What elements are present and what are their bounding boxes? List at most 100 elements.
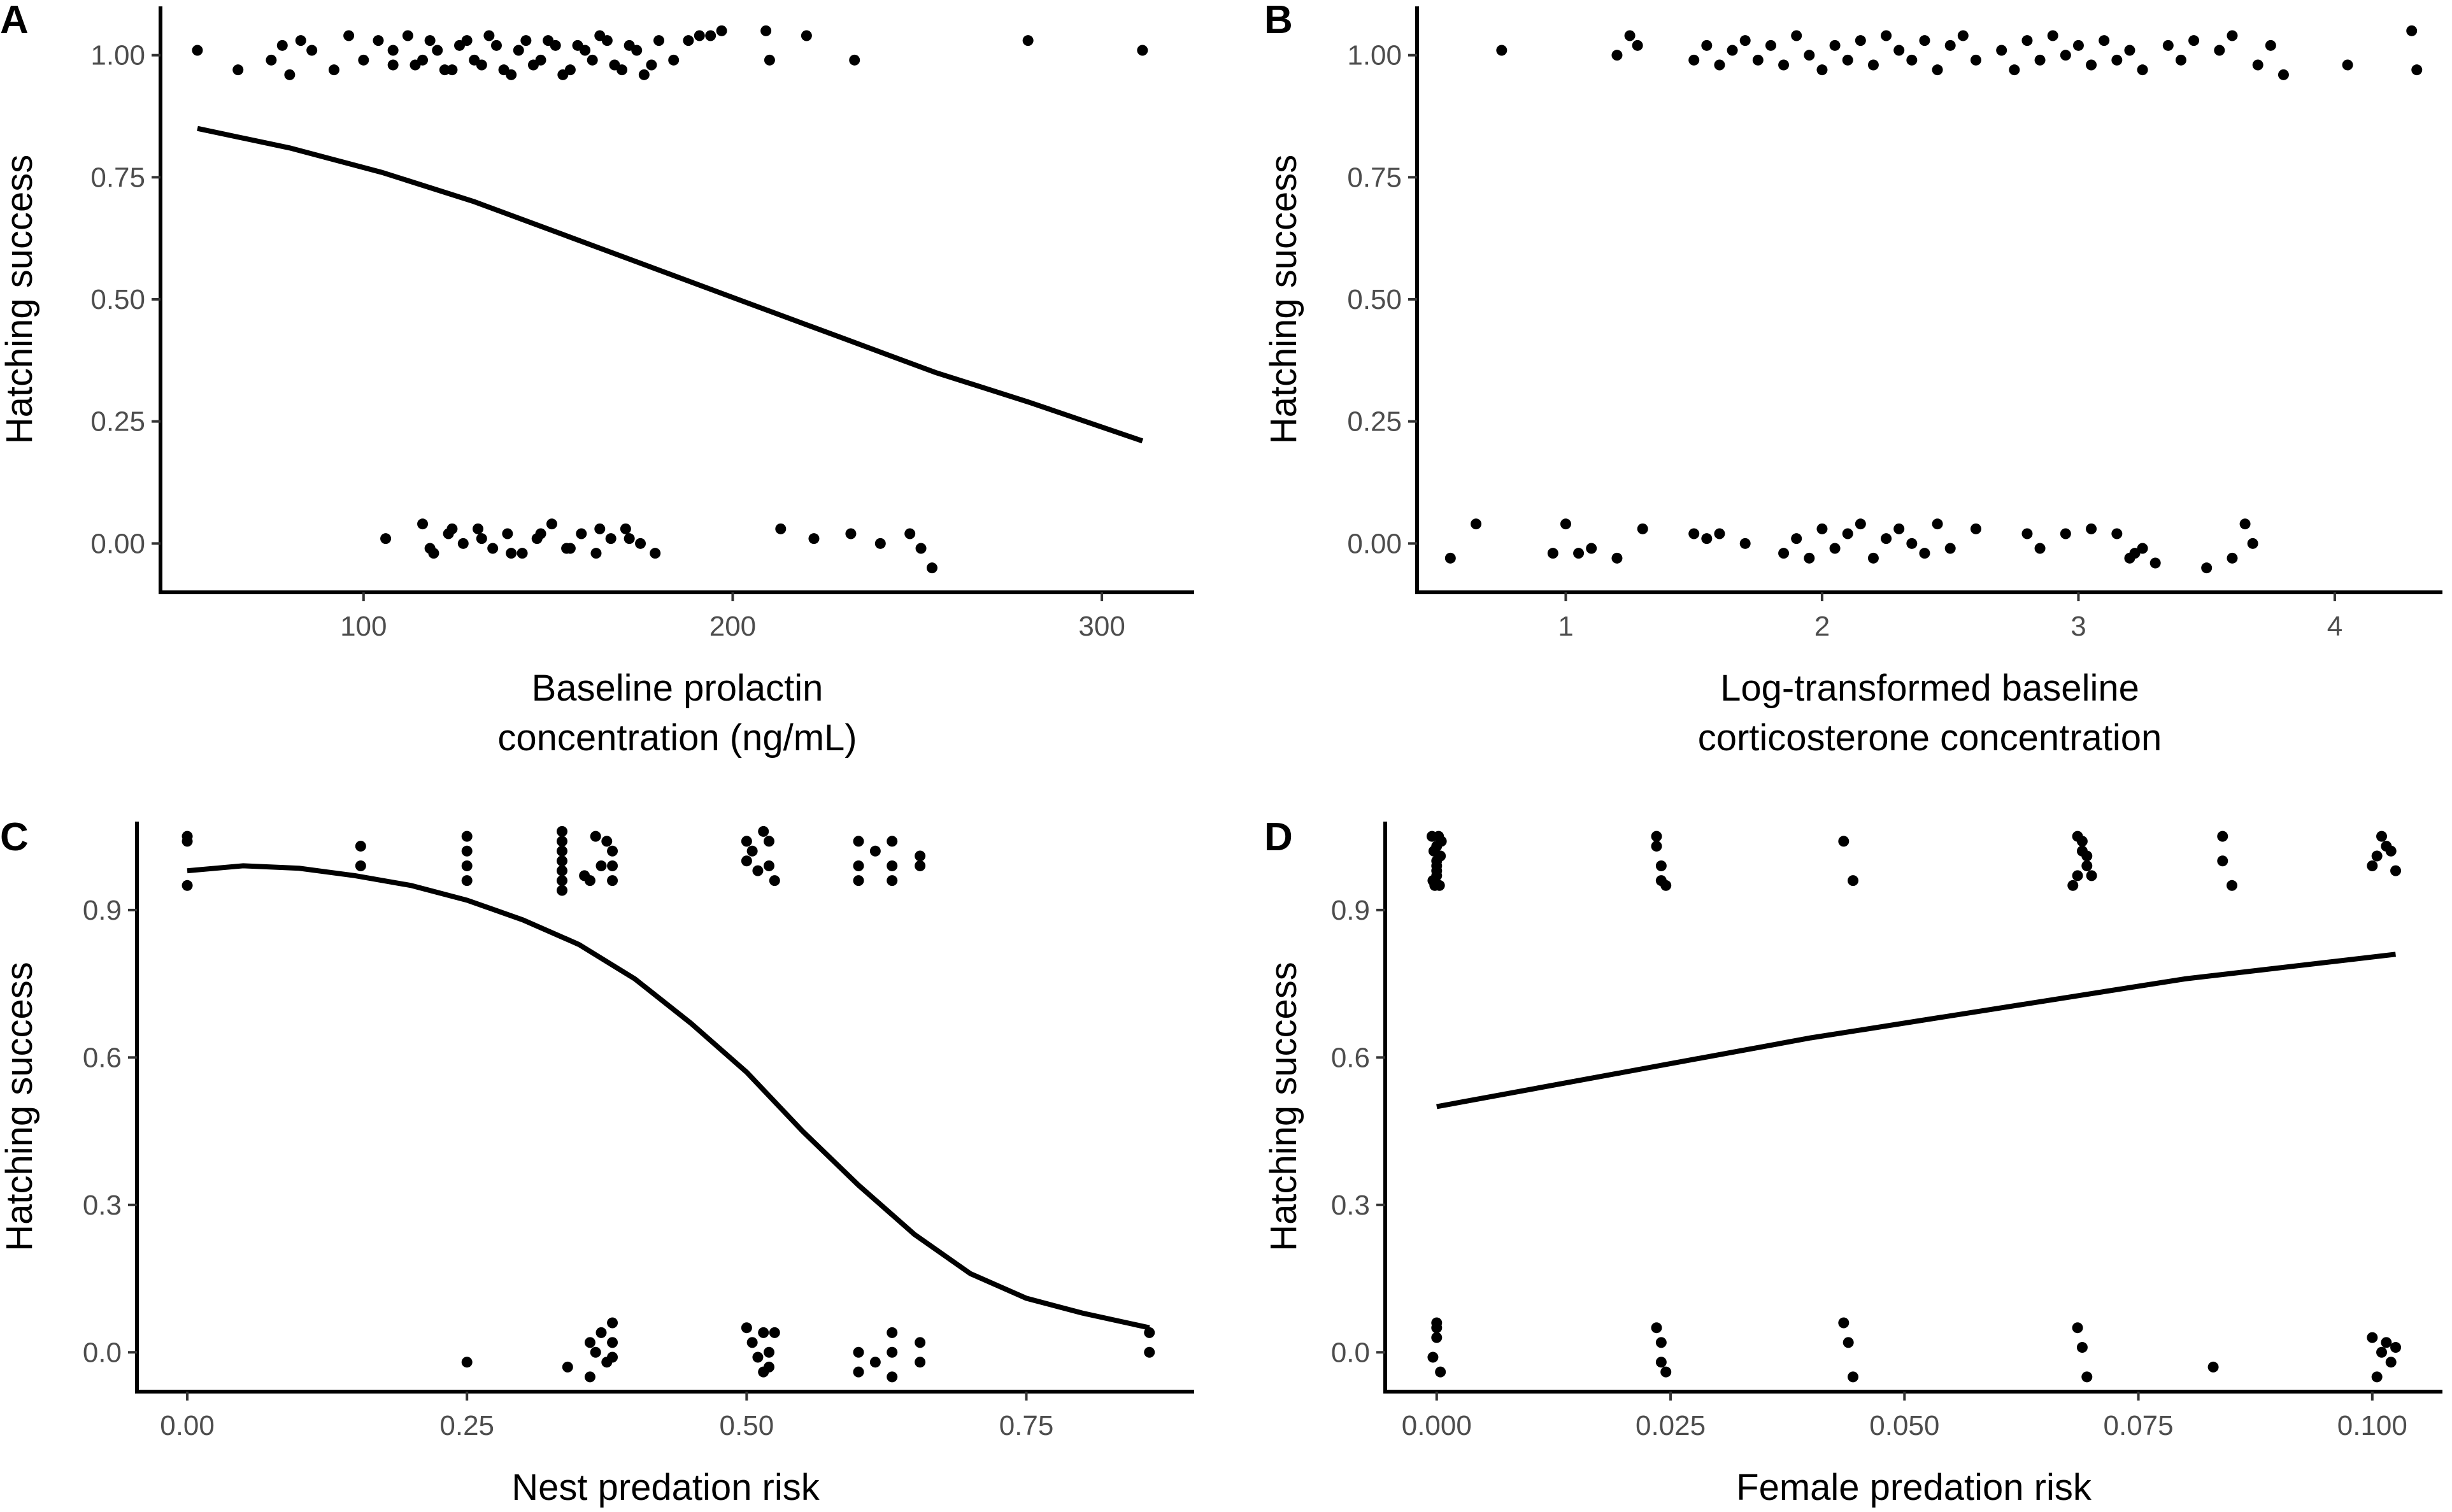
data-point [2067, 880, 2079, 891]
data-point [2227, 552, 2238, 564]
data-point [476, 533, 487, 545]
data-point [595, 860, 607, 871]
data-point [1471, 518, 1482, 530]
y-tick-label: 0.3 [1331, 1190, 1370, 1221]
data-point [2034, 543, 2046, 554]
data-point [2111, 54, 2123, 66]
x-axis-label: concentration (ng/mL) [497, 717, 857, 759]
data-point [2175, 54, 2186, 66]
fitted-curve [187, 863, 1150, 1330]
data-point [192, 45, 203, 56]
data-point [601, 836, 613, 847]
data-points [1426, 831, 2402, 1383]
data-point [461, 831, 473, 842]
data-point [2188, 35, 2200, 46]
data-point [506, 548, 517, 559]
data-point [650, 548, 661, 559]
data-point [887, 1327, 898, 1338]
data-point [1586, 543, 1597, 554]
data-point [769, 875, 780, 887]
data-point [1632, 39, 1643, 51]
data-point [1842, 528, 1853, 539]
data-point [1752, 54, 1764, 66]
data-point [380, 533, 392, 545]
data-point [520, 35, 532, 46]
x-axis-label: Nest predation risk [511, 1467, 820, 1508]
data-point [557, 885, 568, 896]
data-point [461, 1357, 473, 1368]
data-point [1816, 64, 1828, 76]
data-point [1843, 1337, 1854, 1348]
panel-letter: C [0, 815, 29, 859]
data-point [915, 1357, 926, 1368]
data-point [607, 860, 618, 871]
data-point [358, 54, 369, 66]
data-point [1688, 528, 1700, 539]
data-point [432, 45, 443, 56]
y-axis-label: Hatching success [0, 155, 40, 445]
data-point [2076, 836, 2088, 847]
data-point [763, 836, 774, 847]
data-point [502, 528, 513, 539]
y-tick-label: 1.00 [1347, 40, 1402, 71]
data-point [2265, 39, 2276, 51]
data-point [576, 528, 587, 539]
data-point [546, 518, 557, 530]
x-axis-label: Log-transformed baseline [1720, 667, 2139, 709]
data-point [1881, 533, 1892, 545]
data-point [1932, 64, 1943, 76]
data-point [607, 1317, 618, 1329]
data-point [1867, 59, 1879, 71]
x-tick-label: 0.50 [720, 1410, 774, 1441]
data-point [2411, 64, 2423, 76]
data-point [1651, 1322, 1662, 1334]
data-point [490, 39, 502, 51]
data-point [1848, 875, 1859, 887]
data-point [513, 45, 524, 56]
data-point [653, 35, 665, 46]
data-point [572, 39, 583, 51]
data-point [763, 860, 774, 871]
data-point [562, 1361, 573, 1373]
data-point [266, 54, 277, 66]
data-point [2227, 30, 2238, 41]
x-tick-label: 200 [709, 611, 756, 642]
data-point [2086, 523, 2097, 534]
data-point [853, 860, 864, 871]
data-point [557, 865, 568, 876]
data-point [306, 45, 318, 56]
x-tick-label: 0.00 [160, 1410, 215, 1441]
data-point [2367, 860, 2378, 871]
data-point [1624, 30, 1636, 41]
data-point [853, 1366, 864, 1378]
data-point [2072, 1322, 2083, 1334]
data-point [915, 543, 927, 554]
data-point [869, 845, 881, 857]
data-point [402, 30, 413, 41]
data-point [1655, 860, 1667, 871]
data-point [1944, 39, 1956, 51]
data-point [328, 64, 339, 76]
x-tick-label: 2 [1814, 611, 1830, 642]
data-point [2277, 69, 2289, 80]
x-tick-label: 0.050 [1869, 1410, 1939, 1441]
data-point [1838, 1317, 1850, 1329]
panel-c: C 0.0 0.3 0.6 0.9 0.00 0.25 0.50 0.75 Nest predat… [0, 815, 1194, 1508]
data-point [1791, 533, 1802, 545]
data-point [605, 533, 617, 545]
data-point [1996, 45, 2007, 56]
x-axis-label: corticosterone concentration [1698, 717, 2162, 759]
data-point [607, 845, 618, 857]
data-point [607, 1352, 618, 1363]
data-points [182, 825, 1155, 1383]
y-tick-label: 0.3 [83, 1190, 122, 1221]
data-point [2021, 35, 2033, 46]
data-point [557, 845, 568, 857]
data-point [584, 1337, 595, 1348]
data-point [2371, 850, 2383, 862]
data-point [2207, 1361, 2219, 1373]
data-point [1829, 39, 1841, 51]
data-point [2072, 870, 2083, 881]
data-point [355, 860, 366, 871]
data-point [853, 1346, 864, 1358]
